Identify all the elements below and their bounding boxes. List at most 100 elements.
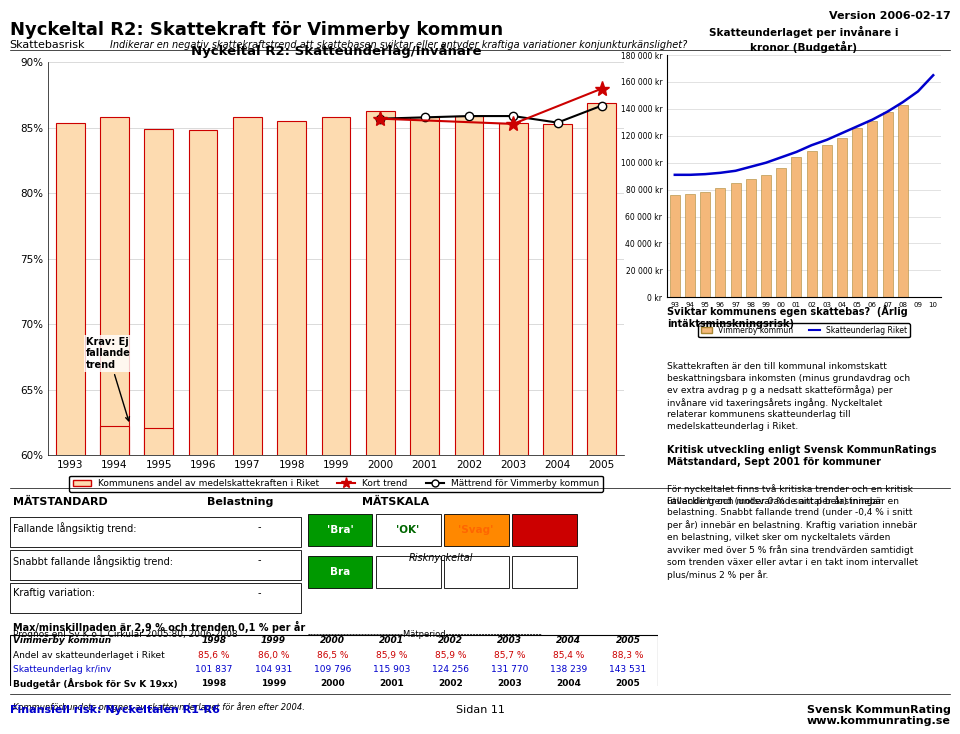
- Text: Svensk KommunRating
www.kommunrating.se: Svensk KommunRating www.kommunrating.se: [806, 705, 950, 726]
- Text: 1998: 1998: [202, 636, 227, 645]
- Bar: [100, 117, 129, 734]
- Text: 2000: 2000: [320, 636, 345, 645]
- Title: Nyckeltal R2: Skatteunderlag/Invånare: Nyckeltal R2: Skatteunderlag/Invånare: [191, 44, 481, 59]
- Bar: [731, 183, 740, 297]
- Text: 85,7 %: 85,7 %: [494, 651, 525, 660]
- Mättrend för Vimmerby kommun: [419, 113, 430, 122]
- Text: Fallande långsiktig trend:: Fallande långsiktig trend:: [12, 522, 136, 534]
- Text: Finansiell risk: Nyckeltalen R1-R6: Finansiell risk: Nyckeltalen R1-R6: [10, 705, 220, 715]
- Bar: [588, 103, 616, 734]
- Bar: [322, 117, 350, 734]
- Text: Max/minskillnaden är 2,9 % och trenden 0,1 % per år: Max/minskillnaden är 2,9 % och trenden 0…: [12, 621, 305, 633]
- Bar: [100, 426, 129, 734]
- Bar: [670, 195, 680, 297]
- Text: 131 770: 131 770: [492, 665, 528, 674]
- Text: Fallande trend (under 0 % i snitt per år) innebär en
belastning. Snabbt fallande: Fallande trend (under 0 % i snitt per år…: [667, 495, 919, 580]
- Text: -: -: [257, 522, 261, 532]
- Bar: [366, 111, 395, 734]
- FancyBboxPatch shape: [444, 514, 509, 546]
- FancyBboxPatch shape: [512, 556, 577, 588]
- Text: Snabbt fallande långsiktig trend:: Snabbt fallande långsiktig trend:: [12, 555, 173, 567]
- Text: 1999: 1999: [260, 679, 286, 688]
- Text: 138 239: 138 239: [550, 665, 588, 674]
- Bar: [777, 168, 786, 297]
- Text: Bra: Bra: [330, 567, 350, 577]
- Bar: [144, 129, 173, 734]
- Text: Risknyckeltal: Risknyckeltal: [408, 553, 472, 563]
- FancyBboxPatch shape: [308, 514, 372, 546]
- Text: Sviktar kommunens egen skattebas?  (Årlig
intäktsminskningsrisk): Sviktar kommunens egen skattebas? (Årlig…: [667, 305, 908, 329]
- Text: 'Bra': 'Bra': [326, 526, 353, 535]
- Bar: [822, 145, 831, 297]
- Text: 2001: 2001: [379, 679, 404, 688]
- Text: Skatteunderlag kr/inv: Skatteunderlag kr/inv: [12, 665, 111, 674]
- Bar: [898, 105, 908, 297]
- Text: 115 903: 115 903: [372, 665, 410, 674]
- Text: 143 531: 143 531: [610, 665, 647, 674]
- Text: För nyckeltalet finns två kritiska trender och en kritisk
utveckling och motsvar: För nyckeltalet finns två kritiska trend…: [667, 484, 913, 506]
- Text: Kritisk utveckling enligt Svensk KommunRatings
Mätstandard, Sept 2001 för kommun: Kritisk utveckling enligt Svensk KommunR…: [667, 445, 937, 468]
- Text: --------------------------------Mätperiod--------------------------------: --------------------------------Mätperio…: [308, 630, 542, 639]
- Bar: [277, 121, 306, 734]
- Bar: [806, 150, 817, 297]
- Text: 85,9 %: 85,9 %: [375, 651, 407, 660]
- FancyBboxPatch shape: [10, 635, 658, 690]
- Text: 85,4 %: 85,4 %: [553, 651, 585, 660]
- Kort trend: [374, 115, 386, 123]
- Text: 1998: 1998: [202, 679, 227, 688]
- FancyBboxPatch shape: [308, 556, 372, 588]
- Text: 2003: 2003: [497, 636, 522, 645]
- Text: 2003: 2003: [497, 679, 522, 688]
- Bar: [791, 157, 802, 297]
- Text: 109 796: 109 796: [314, 665, 351, 674]
- Mättrend för Vimmerby kommun: [463, 112, 474, 120]
- Text: Krav: Ej
fallande
trend: Krav: Ej fallande trend: [85, 337, 131, 421]
- FancyBboxPatch shape: [10, 550, 301, 581]
- Bar: [56, 123, 84, 734]
- Mättrend för Vimmerby kommun: [508, 112, 519, 120]
- Text: Sidan 11: Sidan 11: [456, 705, 504, 715]
- Text: 85,9 %: 85,9 %: [435, 651, 467, 660]
- FancyBboxPatch shape: [512, 514, 577, 546]
- Text: 2004: 2004: [557, 679, 582, 688]
- Bar: [454, 116, 483, 734]
- Bar: [761, 175, 771, 297]
- Text: 2000: 2000: [320, 679, 345, 688]
- Text: 86,5 %: 86,5 %: [317, 651, 348, 660]
- Mättrend för Vimmerby kommun: [552, 118, 564, 127]
- Text: Vimmerby kommun: Vimmerby kommun: [12, 636, 111, 645]
- Text: 2004: 2004: [557, 636, 582, 645]
- Text: Skattekraften är den till kommunal inkomstskatt
beskattningsbara inkomsten (minu: Skattekraften är den till kommunal inkom…: [667, 362, 910, 431]
- FancyBboxPatch shape: [444, 556, 509, 588]
- Bar: [189, 131, 218, 734]
- Legend: Vimmerby kommun, Skatteunderlag Riket: Vimmerby kommun, Skatteunderlag Riket: [698, 324, 910, 337]
- Bar: [144, 428, 173, 734]
- Bar: [499, 123, 528, 734]
- Text: Budgetår (Årsbok för Sv K 19xx): Budgetår (Årsbok för Sv K 19xx): [12, 677, 178, 688]
- Text: Indikerar en negativ skattekraftstrend att skattebasen sviktar eller antyder kra: Indikerar en negativ skattekraftstrend a…: [110, 40, 687, 51]
- FancyBboxPatch shape: [10, 584, 301, 614]
- FancyBboxPatch shape: [375, 556, 441, 588]
- Line: Mättrend för Vimmerby kommun: Mättrend för Vimmerby kommun: [376, 101, 606, 127]
- Text: 'Dålig': 'Dålig': [526, 524, 563, 537]
- Mättrend för Vimmerby kommun: [374, 115, 386, 123]
- Text: Kraftig variation:: Kraftig variation:: [12, 588, 95, 598]
- Kort trend: [508, 120, 519, 128]
- Text: Nyckeltal R2: Skattekraft för Vimmerby kommun: Nyckeltal R2: Skattekraft för Vimmerby k…: [10, 21, 503, 39]
- Text: 'Svag': 'Svag': [459, 526, 493, 535]
- Text: 1999: 1999: [261, 636, 286, 645]
- Text: -: -: [257, 555, 261, 565]
- Bar: [685, 194, 695, 297]
- Text: 88,3 %: 88,3 %: [612, 651, 644, 660]
- Bar: [233, 117, 262, 734]
- Bar: [852, 128, 862, 297]
- Title: Skatteunderlaget per invånare i
kronor (Budgetår): Skatteunderlaget per invånare i kronor (…: [709, 26, 899, 53]
- Text: 2005: 2005: [615, 636, 640, 645]
- Text: 85,6 %: 85,6 %: [199, 651, 229, 660]
- Bar: [700, 192, 710, 297]
- Bar: [746, 179, 756, 297]
- Text: 2001: 2001: [379, 636, 404, 645]
- Text: Andel av skatteunderlaget i Riket: Andel av skatteunderlaget i Riket: [12, 651, 164, 660]
- Text: 2005: 2005: [615, 679, 640, 688]
- Text: MÄTSKALA: MÄTSKALA: [362, 497, 429, 506]
